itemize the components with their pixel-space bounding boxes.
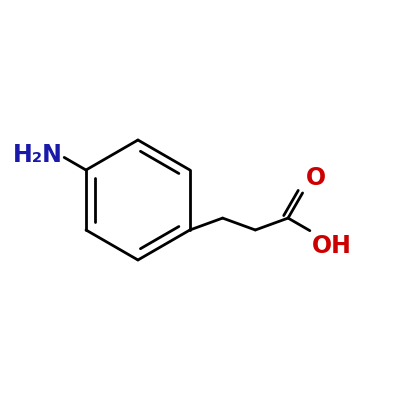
Text: OH: OH (312, 234, 352, 258)
Text: O: O (306, 166, 326, 190)
Text: H₂N: H₂N (12, 144, 62, 168)
